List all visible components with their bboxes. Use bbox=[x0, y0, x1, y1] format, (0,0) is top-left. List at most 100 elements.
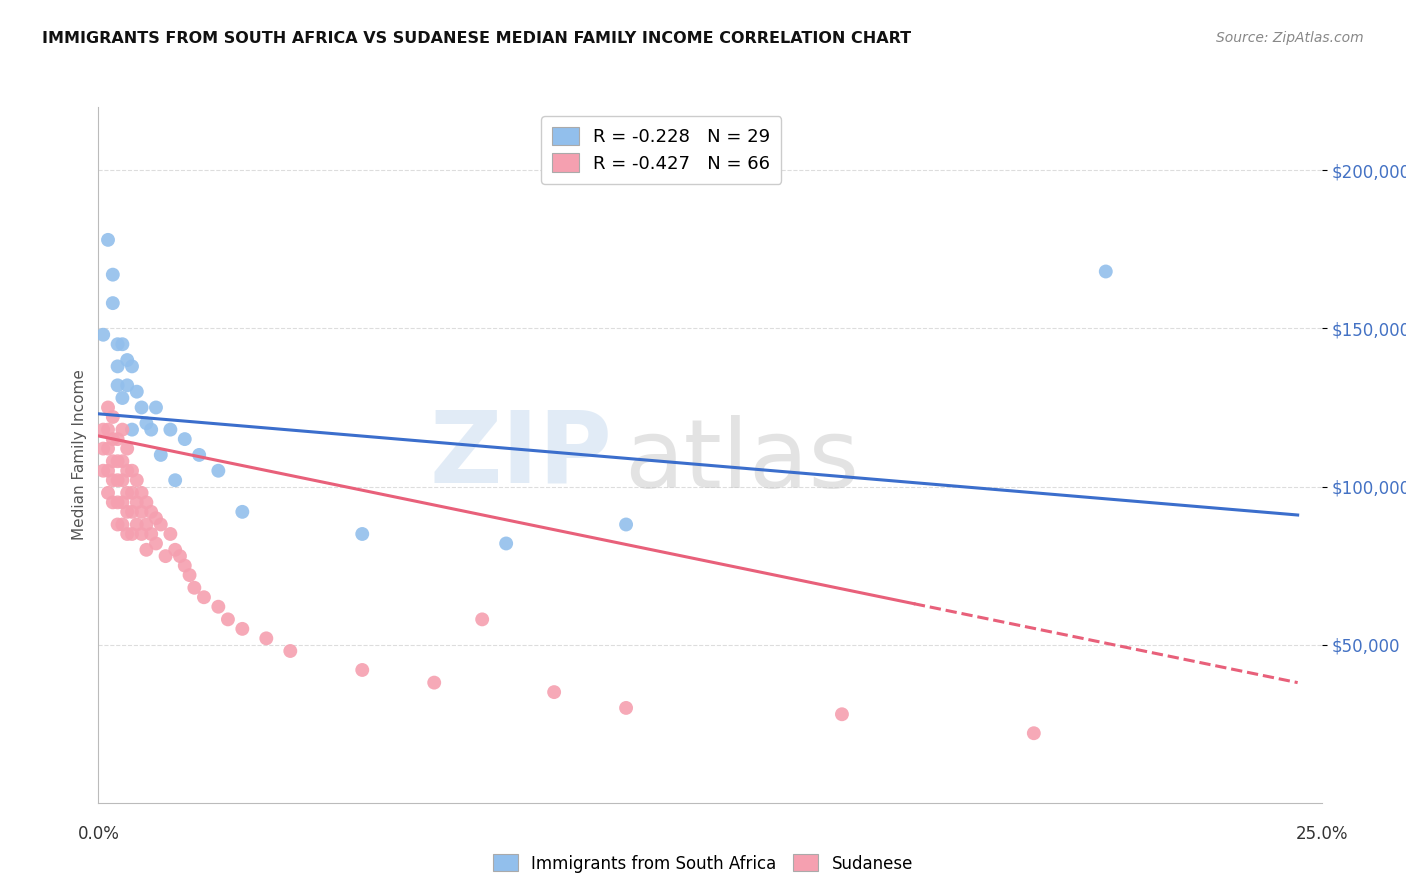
Legend: R = -0.228   N = 29, R = -0.427   N = 66: R = -0.228 N = 29, R = -0.427 N = 66 bbox=[541, 116, 782, 184]
Point bbox=[97, 442, 120, 456]
Point bbox=[179, 568, 201, 582]
Point bbox=[115, 505, 138, 519]
Point bbox=[141, 423, 163, 437]
Point bbox=[135, 542, 157, 557]
Point bbox=[107, 495, 129, 509]
Point bbox=[101, 495, 124, 509]
Point bbox=[111, 423, 134, 437]
Point bbox=[149, 448, 172, 462]
Point bbox=[278, 644, 301, 658]
Point bbox=[149, 517, 172, 532]
Text: Source: ZipAtlas.com: Source: ZipAtlas.com bbox=[1216, 31, 1364, 45]
Point bbox=[91, 442, 114, 456]
Point bbox=[111, 473, 134, 487]
Point bbox=[423, 675, 446, 690]
Point bbox=[471, 612, 494, 626]
Point bbox=[352, 527, 374, 541]
Point bbox=[165, 473, 187, 487]
Point bbox=[543, 685, 565, 699]
Point bbox=[145, 511, 167, 525]
Point bbox=[254, 632, 277, 646]
Y-axis label: Median Family Income: Median Family Income bbox=[72, 369, 87, 541]
Point bbox=[91, 464, 114, 478]
Point bbox=[111, 391, 134, 405]
Point bbox=[159, 527, 181, 541]
Point bbox=[131, 401, 153, 415]
Point bbox=[101, 268, 124, 282]
Point bbox=[91, 327, 114, 342]
Point bbox=[352, 663, 374, 677]
Point bbox=[107, 454, 129, 468]
Point bbox=[101, 296, 124, 310]
Point bbox=[173, 558, 195, 573]
Point bbox=[125, 473, 148, 487]
Text: 25.0%: 25.0% bbox=[1295, 825, 1348, 843]
Point bbox=[121, 464, 143, 478]
Point bbox=[121, 527, 143, 541]
Point bbox=[188, 448, 211, 462]
Point bbox=[145, 536, 167, 550]
Point bbox=[91, 423, 114, 437]
Point bbox=[135, 417, 157, 431]
Legend: Immigrants from South Africa, Sudanese: Immigrants from South Africa, Sudanese bbox=[486, 847, 920, 880]
Point bbox=[125, 495, 148, 509]
Point bbox=[97, 233, 120, 247]
Text: ZIP: ZIP bbox=[429, 407, 612, 503]
Point bbox=[107, 359, 129, 374]
Point bbox=[145, 401, 167, 415]
Point bbox=[231, 505, 253, 519]
Point bbox=[121, 505, 143, 519]
Point bbox=[107, 337, 129, 351]
Point bbox=[165, 542, 187, 557]
Point bbox=[125, 517, 148, 532]
Point bbox=[193, 591, 215, 605]
Point bbox=[115, 353, 138, 368]
Point bbox=[115, 486, 138, 500]
Point bbox=[173, 432, 195, 446]
Point bbox=[111, 495, 134, 509]
Text: atlas: atlas bbox=[624, 416, 859, 508]
Point bbox=[159, 423, 181, 437]
Point bbox=[115, 527, 138, 541]
Point bbox=[101, 432, 124, 446]
Point bbox=[107, 517, 129, 532]
Point bbox=[121, 359, 143, 374]
Point bbox=[107, 432, 129, 446]
Text: 0.0%: 0.0% bbox=[77, 825, 120, 843]
Point bbox=[131, 505, 153, 519]
Point bbox=[107, 378, 129, 392]
Point bbox=[111, 337, 134, 351]
Point bbox=[614, 701, 637, 715]
Point bbox=[107, 473, 129, 487]
Point bbox=[1022, 726, 1045, 740]
Point bbox=[183, 581, 205, 595]
Point bbox=[614, 517, 637, 532]
Point bbox=[97, 423, 120, 437]
Point bbox=[131, 486, 153, 500]
Point bbox=[135, 495, 157, 509]
Point bbox=[231, 622, 253, 636]
Point bbox=[97, 486, 120, 500]
Point bbox=[131, 527, 153, 541]
Point bbox=[831, 707, 853, 722]
Point bbox=[155, 549, 177, 563]
Text: IMMIGRANTS FROM SOUTH AFRICA VS SUDANESE MEDIAN FAMILY INCOME CORRELATION CHART: IMMIGRANTS FROM SOUTH AFRICA VS SUDANESE… bbox=[42, 31, 911, 46]
Point bbox=[115, 442, 138, 456]
Point bbox=[121, 423, 143, 437]
Point bbox=[101, 454, 124, 468]
Point bbox=[125, 384, 148, 399]
Point bbox=[115, 464, 138, 478]
Point bbox=[141, 527, 163, 541]
Point bbox=[217, 612, 239, 626]
Point bbox=[111, 454, 134, 468]
Point bbox=[207, 599, 229, 614]
Point bbox=[97, 401, 120, 415]
Point bbox=[141, 505, 163, 519]
Point bbox=[495, 536, 517, 550]
Point bbox=[1094, 264, 1116, 278]
Point bbox=[169, 549, 191, 563]
Point bbox=[111, 517, 134, 532]
Point bbox=[115, 378, 138, 392]
Point bbox=[135, 517, 157, 532]
Point bbox=[121, 486, 143, 500]
